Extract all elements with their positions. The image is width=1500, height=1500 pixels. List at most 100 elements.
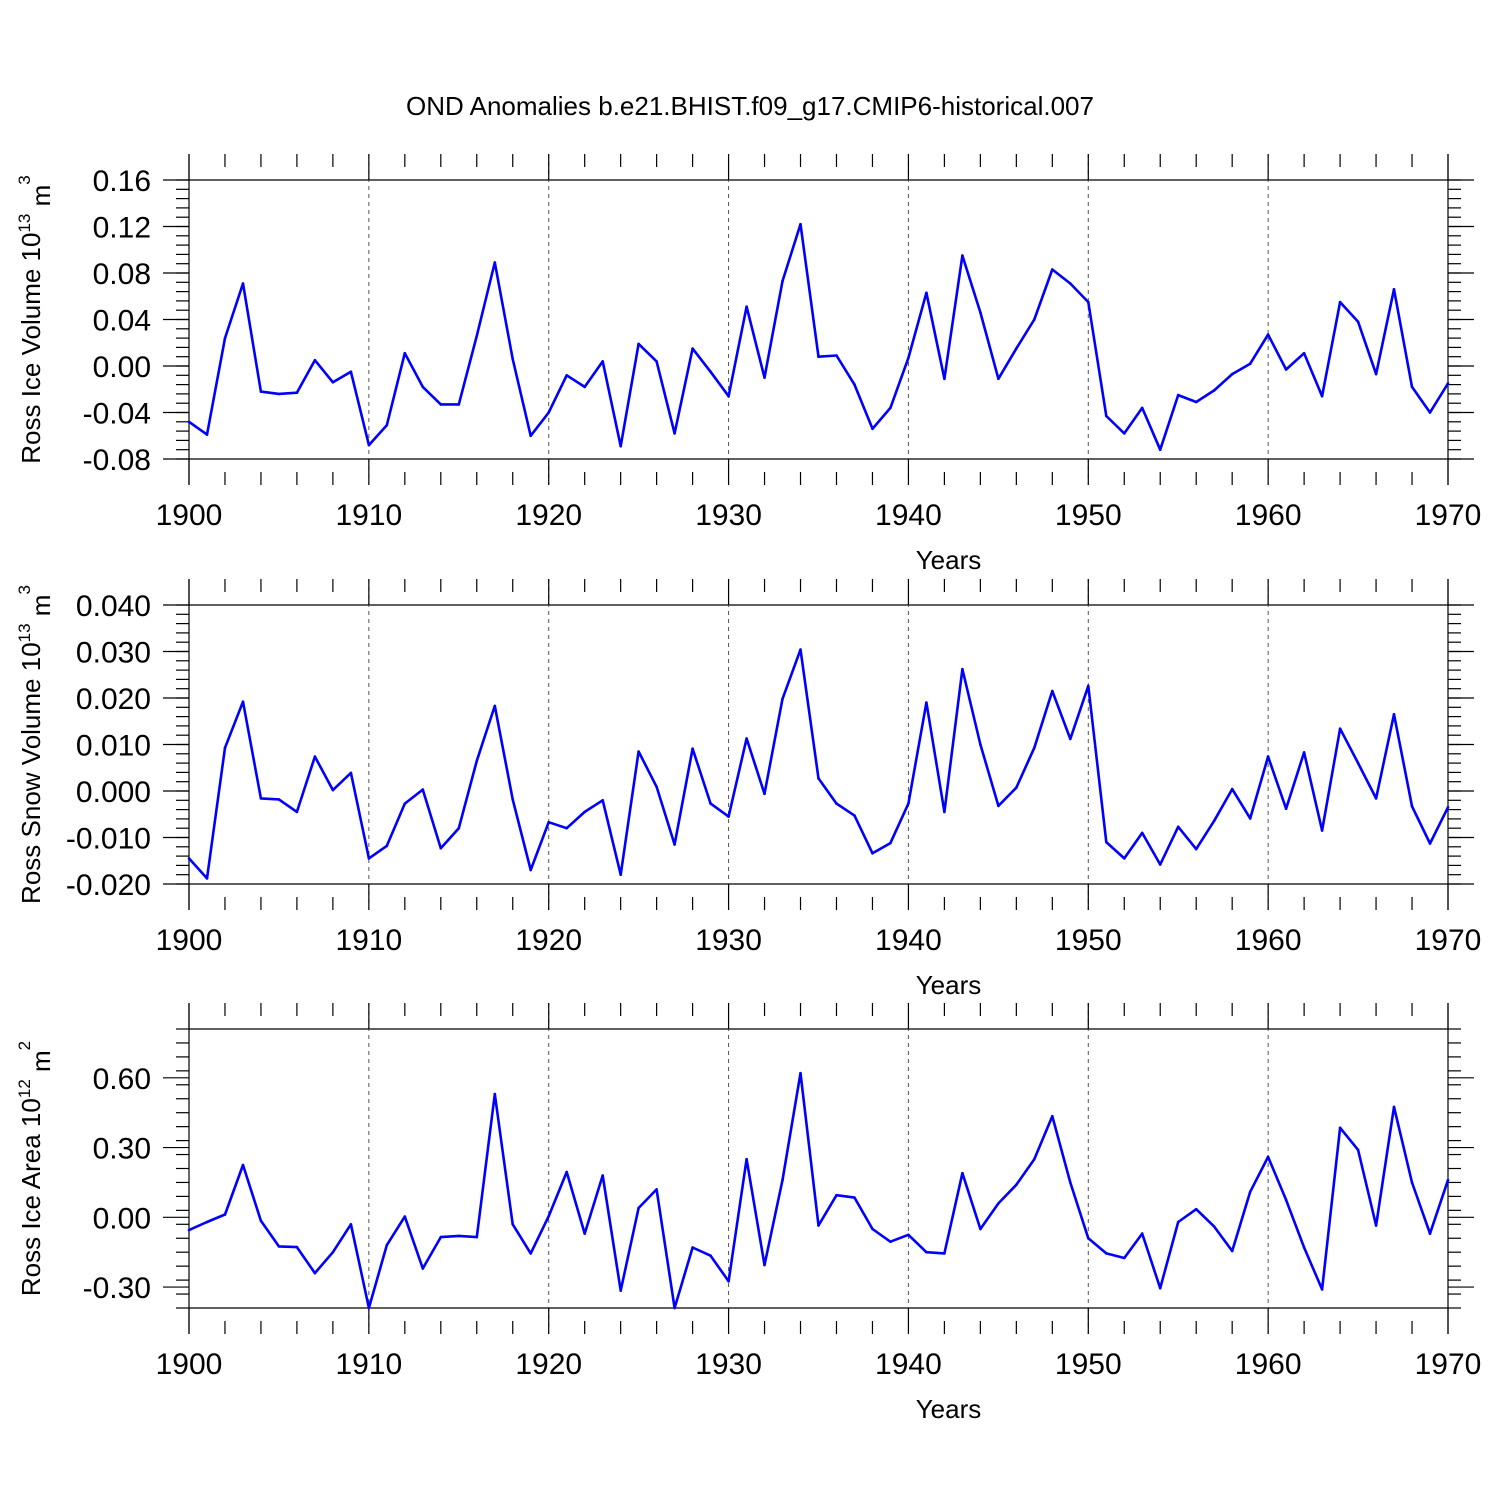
data-point xyxy=(745,1157,748,1161)
data-point xyxy=(367,857,371,860)
panel-1: -0.08 -0.04 0.00 0.04 0.08 0.12 0.16 1900 1910 19… xyxy=(15,154,1481,575)
y-axis-label-part: Ross Ice Volume 10 xyxy=(16,233,46,464)
data-point xyxy=(475,334,479,338)
data-point xyxy=(1266,1155,1270,1159)
data-point xyxy=(745,305,748,309)
data-point xyxy=(331,381,335,384)
data-point xyxy=(493,1092,497,1096)
data-point xyxy=(421,385,425,389)
data-point xyxy=(1069,282,1072,285)
series-line xyxy=(188,648,1450,880)
data-point xyxy=(1051,268,1054,271)
data-point xyxy=(1033,746,1036,750)
data-point xyxy=(403,351,407,355)
data-point xyxy=(781,1178,784,1182)
data-point xyxy=(1087,684,1090,688)
data-point xyxy=(1266,333,1270,336)
y-axis-label: Ross Snow Volume 1013 m3 xyxy=(15,585,56,904)
data-point xyxy=(1302,751,1306,754)
data-point xyxy=(1194,1207,1198,1211)
data-point xyxy=(547,820,550,824)
y-axis-label-part: 12 xyxy=(15,1079,34,1098)
data-point xyxy=(1428,411,1432,414)
data-point xyxy=(889,1240,892,1243)
data-point xyxy=(601,799,604,802)
data-point xyxy=(1392,288,1396,291)
y-axis-label-part: 3 xyxy=(15,175,34,184)
data-point xyxy=(529,868,532,872)
data-point xyxy=(907,356,910,360)
data-point xyxy=(835,802,838,805)
x-tick-label: 1970 xyxy=(1415,1348,1482,1381)
data-point xyxy=(763,1263,766,1267)
x-tick-label: 1920 xyxy=(515,924,582,957)
x-tick-label: 1960 xyxy=(1235,924,1302,957)
data-point xyxy=(475,759,479,763)
data-point xyxy=(1374,372,1378,376)
data-point xyxy=(1230,372,1234,376)
data-point xyxy=(1158,863,1162,866)
y-axis-label-part: Ross Snow Volume 10 xyxy=(16,642,46,904)
x-tick-label: 1930 xyxy=(695,924,762,957)
data-point xyxy=(1248,817,1252,820)
data-point xyxy=(349,370,353,374)
data-point xyxy=(1123,1256,1126,1260)
data-point xyxy=(205,1220,209,1224)
data-point xyxy=(1140,406,1144,410)
data-point xyxy=(799,222,802,226)
data-point xyxy=(259,797,263,800)
data-point xyxy=(277,392,281,396)
x-tick-label: 1910 xyxy=(335,499,402,532)
data-point xyxy=(745,737,748,740)
data-point xyxy=(709,1254,712,1257)
data-point xyxy=(511,798,514,801)
data-point xyxy=(1410,805,1414,808)
data-point xyxy=(799,1071,802,1075)
data-point xyxy=(907,1233,910,1237)
data-point xyxy=(817,355,820,359)
x-tick-label: 1930 xyxy=(695,1348,762,1381)
x-tick-label: 1920 xyxy=(515,499,582,532)
data-point xyxy=(619,1289,622,1292)
data-point xyxy=(1158,1286,1162,1290)
data-point xyxy=(691,1246,694,1249)
data-point xyxy=(619,444,622,448)
data-point xyxy=(1105,840,1108,844)
data-point xyxy=(295,810,299,814)
panels: -0.08 -0.04 0.00 0.04 0.08 0.12 0.16 1900 1910 19… xyxy=(15,154,1481,1424)
data-point xyxy=(925,701,928,704)
data-point xyxy=(331,788,335,792)
x-tick-label: 1900 xyxy=(156,1348,223,1381)
data-point xyxy=(1374,1224,1378,1227)
data-point xyxy=(1087,300,1090,304)
y-axis-label-part: 2 xyxy=(15,1041,34,1050)
data-point xyxy=(997,377,1000,381)
y-tick-label: 0.00 xyxy=(93,1202,151,1235)
data-point xyxy=(277,798,281,801)
panel-2: -0.020 -0.010 0.000 0.010 0.020 0.030 0.040 190… xyxy=(15,579,1481,1000)
data-point xyxy=(637,750,640,753)
data-point xyxy=(835,1193,838,1197)
data-point xyxy=(781,697,784,701)
panel-3: -0.30 0.00 0.30 0.60 1900 1910 1920 1930 1940 195… xyxy=(15,1003,1481,1424)
x-tick-label: 1970 xyxy=(1415,499,1482,532)
y-tick-label: -0.04 xyxy=(83,398,151,431)
y-tick-label: -0.30 xyxy=(83,1272,151,1305)
x-tick-label: 1950 xyxy=(1055,1348,1122,1381)
data-point xyxy=(853,1196,856,1199)
data-point xyxy=(1374,797,1378,800)
series-line xyxy=(188,1071,1450,1310)
x-tick-label: 1950 xyxy=(1055,924,1122,957)
y-axis-label-part: m xyxy=(26,185,56,214)
data-point xyxy=(1392,1105,1396,1109)
y-tick-label: 0.30 xyxy=(93,1133,151,1166)
data-point xyxy=(1105,414,1108,418)
data-point xyxy=(889,841,892,845)
data-point xyxy=(223,336,227,340)
data-point xyxy=(961,254,964,257)
data-point xyxy=(547,411,550,414)
data-point xyxy=(1105,1252,1108,1255)
data-point xyxy=(691,747,694,750)
data-point xyxy=(871,427,874,431)
x-tick-label: 1910 xyxy=(335,1348,402,1381)
